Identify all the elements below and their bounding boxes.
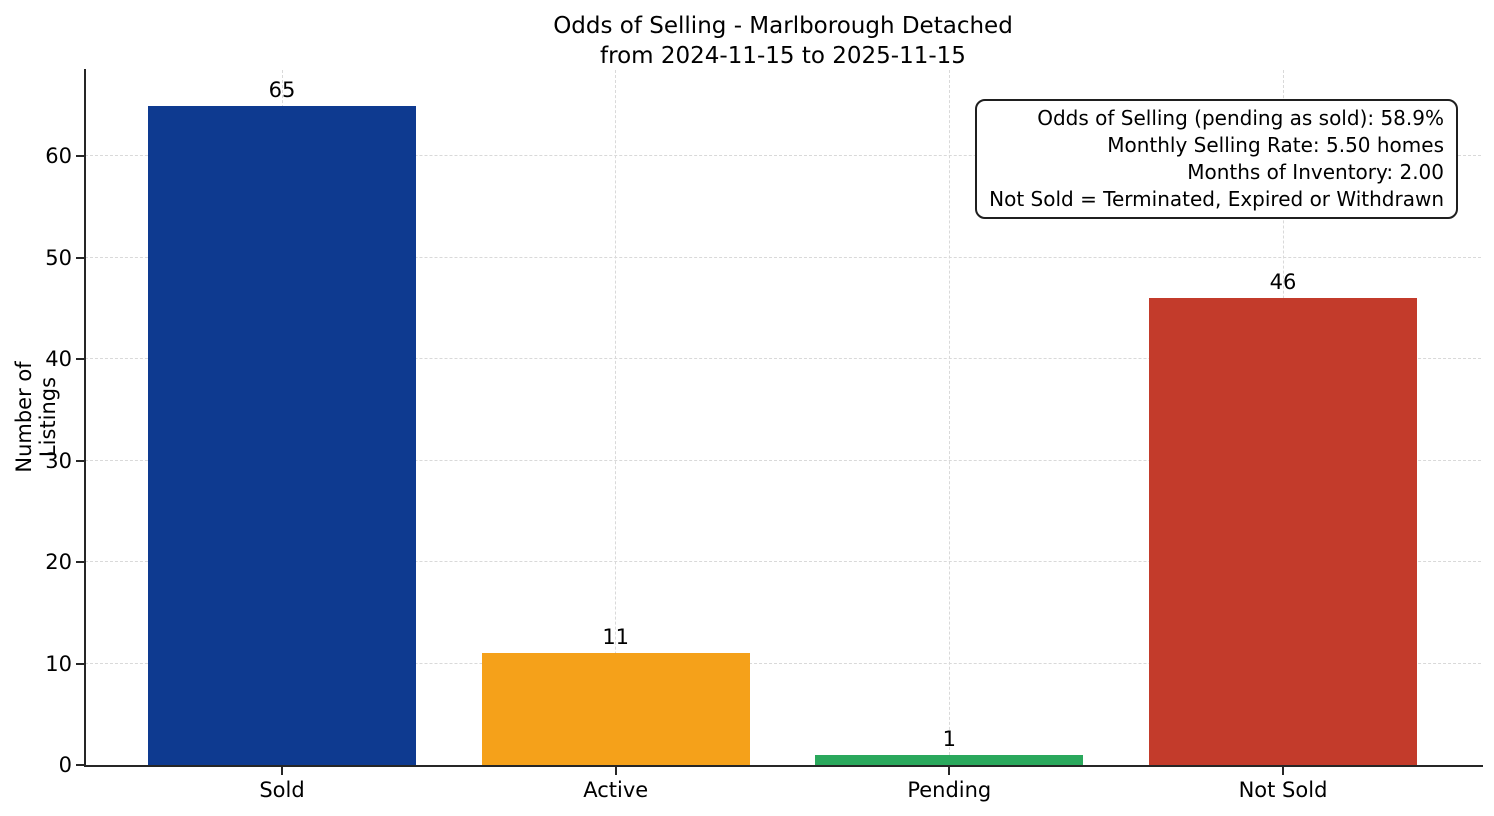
bar-value-label-pending: 1 (942, 726, 956, 751)
bar-value-label-active: 11 (602, 625, 630, 650)
gridline-horizontal (85, 459, 1481, 461)
chart-title: Odds of Selling - Marlborough Detached f… (85, 11, 1481, 71)
bar-not-sold (1149, 298, 1417, 765)
y-tick-mark (76, 256, 85, 259)
annotation-line-odds: Odds of Selling (pending as sold): 58.9% (1037, 106, 1444, 130)
x-tick-mark-active (614, 767, 617, 775)
bar-active (481, 653, 750, 765)
x-tick-mark-pending (948, 767, 951, 775)
gridline-vertical-active (615, 70, 617, 765)
y-tick-label: 20 (45, 550, 72, 575)
bar-sold (148, 105, 416, 765)
chart-title-line-2: from 2024-11-15 to 2025-11-15 (600, 43, 966, 69)
annotation-line-inventory: Months of Inventory: 2.00 (1187, 160, 1444, 184)
x-tick-mark-sold (281, 767, 283, 775)
y-tick-label: 10 (45, 651, 72, 676)
annotation-box: Odds of Selling (pending as sold): 58.9%… (975, 99, 1458, 219)
x-tick-label-not-sold: Not Sold (1238, 778, 1328, 802)
bar-value-label-sold: 65 (268, 77, 296, 102)
annotation-line-monthly-rate: Monthly Selling Rate: 5.50 homes (1107, 133, 1444, 157)
x-tick-label-active: Active (583, 778, 649, 802)
y-tick-mark (76, 358, 85, 361)
chart-title-line-1: Odds of Selling - Marlborough Detached (553, 13, 1013, 39)
gridline-horizontal (85, 662, 1481, 664)
y-axis-spine (84, 69, 86, 767)
y-tick-label: 50 (45, 245, 72, 270)
y-tick-label: 40 (45, 347, 72, 372)
gridline-horizontal (85, 256, 1481, 258)
y-tick-label: 60 (45, 144, 72, 169)
y-tick-label: 0 (58, 753, 72, 777)
bar-value-label-not-sold: 46 (1269, 270, 1297, 295)
y-tick-mark (76, 662, 85, 665)
y-tick-mark (76, 459, 85, 462)
annotation-line-not-sold-note: Not Sold = Terminated, Expired or Withdr… (989, 187, 1444, 211)
x-axis-spine (84, 765, 1483, 767)
x-tick-label-sold: Sold (259, 778, 305, 802)
plot-area: 65 11 1 46 (85, 70, 1481, 765)
y-tick-mark (76, 561, 85, 564)
gridline-horizontal (85, 561, 1481, 563)
x-tick-label-pending: Pending (907, 778, 992, 802)
x-tick-mark-not-sold (1282, 767, 1284, 775)
gridline-vertical-pending (948, 70, 950, 765)
y-tick-label: 30 (45, 448, 72, 473)
gridline-horizontal (85, 358, 1481, 360)
y-tick-mark (76, 764, 85, 766)
y-tick-mark (76, 155, 85, 158)
gridline-horizontal (85, 155, 1481, 157)
bar-pending (815, 754, 1084, 765)
